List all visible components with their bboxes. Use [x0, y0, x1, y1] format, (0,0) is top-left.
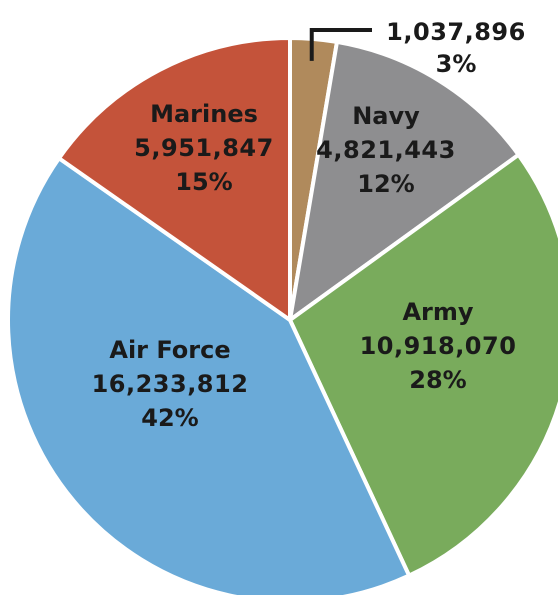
pie-slice-marines	[57, 36, 292, 322]
slice-label-marines: Marines	[150, 100, 258, 128]
slice-label-navy: Navy	[352, 102, 420, 130]
pie-slice-army	[288, 152, 558, 578]
slice-label-air-force: Air Force	[109, 336, 230, 364]
pie-slice-navy	[288, 39, 521, 322]
slice-percent-air-force: 42%	[141, 404, 198, 432]
slice-value-small: 1,037,896	[386, 18, 526, 46]
slice-value-air-force: 16,233,812	[92, 370, 249, 398]
slice-value-army: 10,918,070	[360, 332, 517, 360]
slice-percent-navy: 12%	[357, 170, 414, 198]
slice-percent-marines: 15%	[175, 168, 232, 196]
leader-line	[309, 28, 372, 61]
slice-percent-small: 3%	[436, 50, 477, 78]
slice-percent-army: 28%	[409, 366, 466, 394]
slice-value-navy: 4,821,443	[316, 136, 456, 164]
pie-slice-air-force	[6, 156, 412, 595]
slice-value-marines: 5,951,847	[134, 134, 274, 162]
slice-label-army: Army	[402, 298, 473, 326]
